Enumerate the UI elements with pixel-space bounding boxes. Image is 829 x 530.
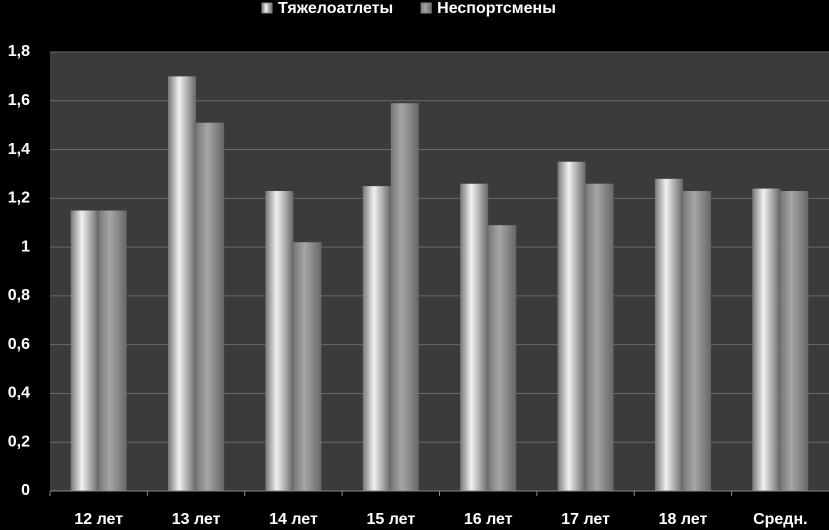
bar [585,183,614,491]
x-tick-label: 16 лет [464,511,513,528]
bar [196,122,225,491]
y-tick-label: 1,8 [8,43,30,60]
bar [362,186,391,491]
bar [780,191,809,491]
y-tick-label: 0,8 [8,287,30,304]
bar [70,210,99,491]
y-tick-label: 1,2 [8,190,30,207]
x-tick-label: 13 лет [172,511,221,528]
x-tick-label: 14 лет [269,511,318,528]
bar [390,103,419,491]
y-tick-label: 0,4 [8,385,30,402]
bar [168,76,197,491]
x-tick-label: 15 лет [366,511,415,528]
bar [557,161,586,491]
bar [654,178,683,492]
y-tick-label: 0,2 [8,433,30,450]
bar [98,210,127,491]
y-tick-label: 0 [21,482,30,499]
legend-label: Тяжелоатлеты [278,0,393,17]
bar [682,191,711,491]
legend-swatch [420,2,432,14]
bar [752,188,781,492]
bar [265,191,294,491]
x-tick-label: Средн. [753,511,808,528]
bar [460,183,489,491]
y-tick-label: 0,6 [8,336,30,353]
plot-area [50,52,829,491]
legend-label: Неспортсмены [437,0,556,17]
x-tick-label: 17 лет [561,511,610,528]
bar [488,225,517,491]
legend-swatch [261,2,273,14]
y-tick-label: 1 [21,238,30,255]
x-tick-label: 18 лет [659,511,708,528]
y-tick-label: 1,4 [8,141,30,158]
y-tick-label: 1,6 [8,92,30,109]
bar [293,242,322,491]
x-tick-label: 12 лет [74,511,123,528]
